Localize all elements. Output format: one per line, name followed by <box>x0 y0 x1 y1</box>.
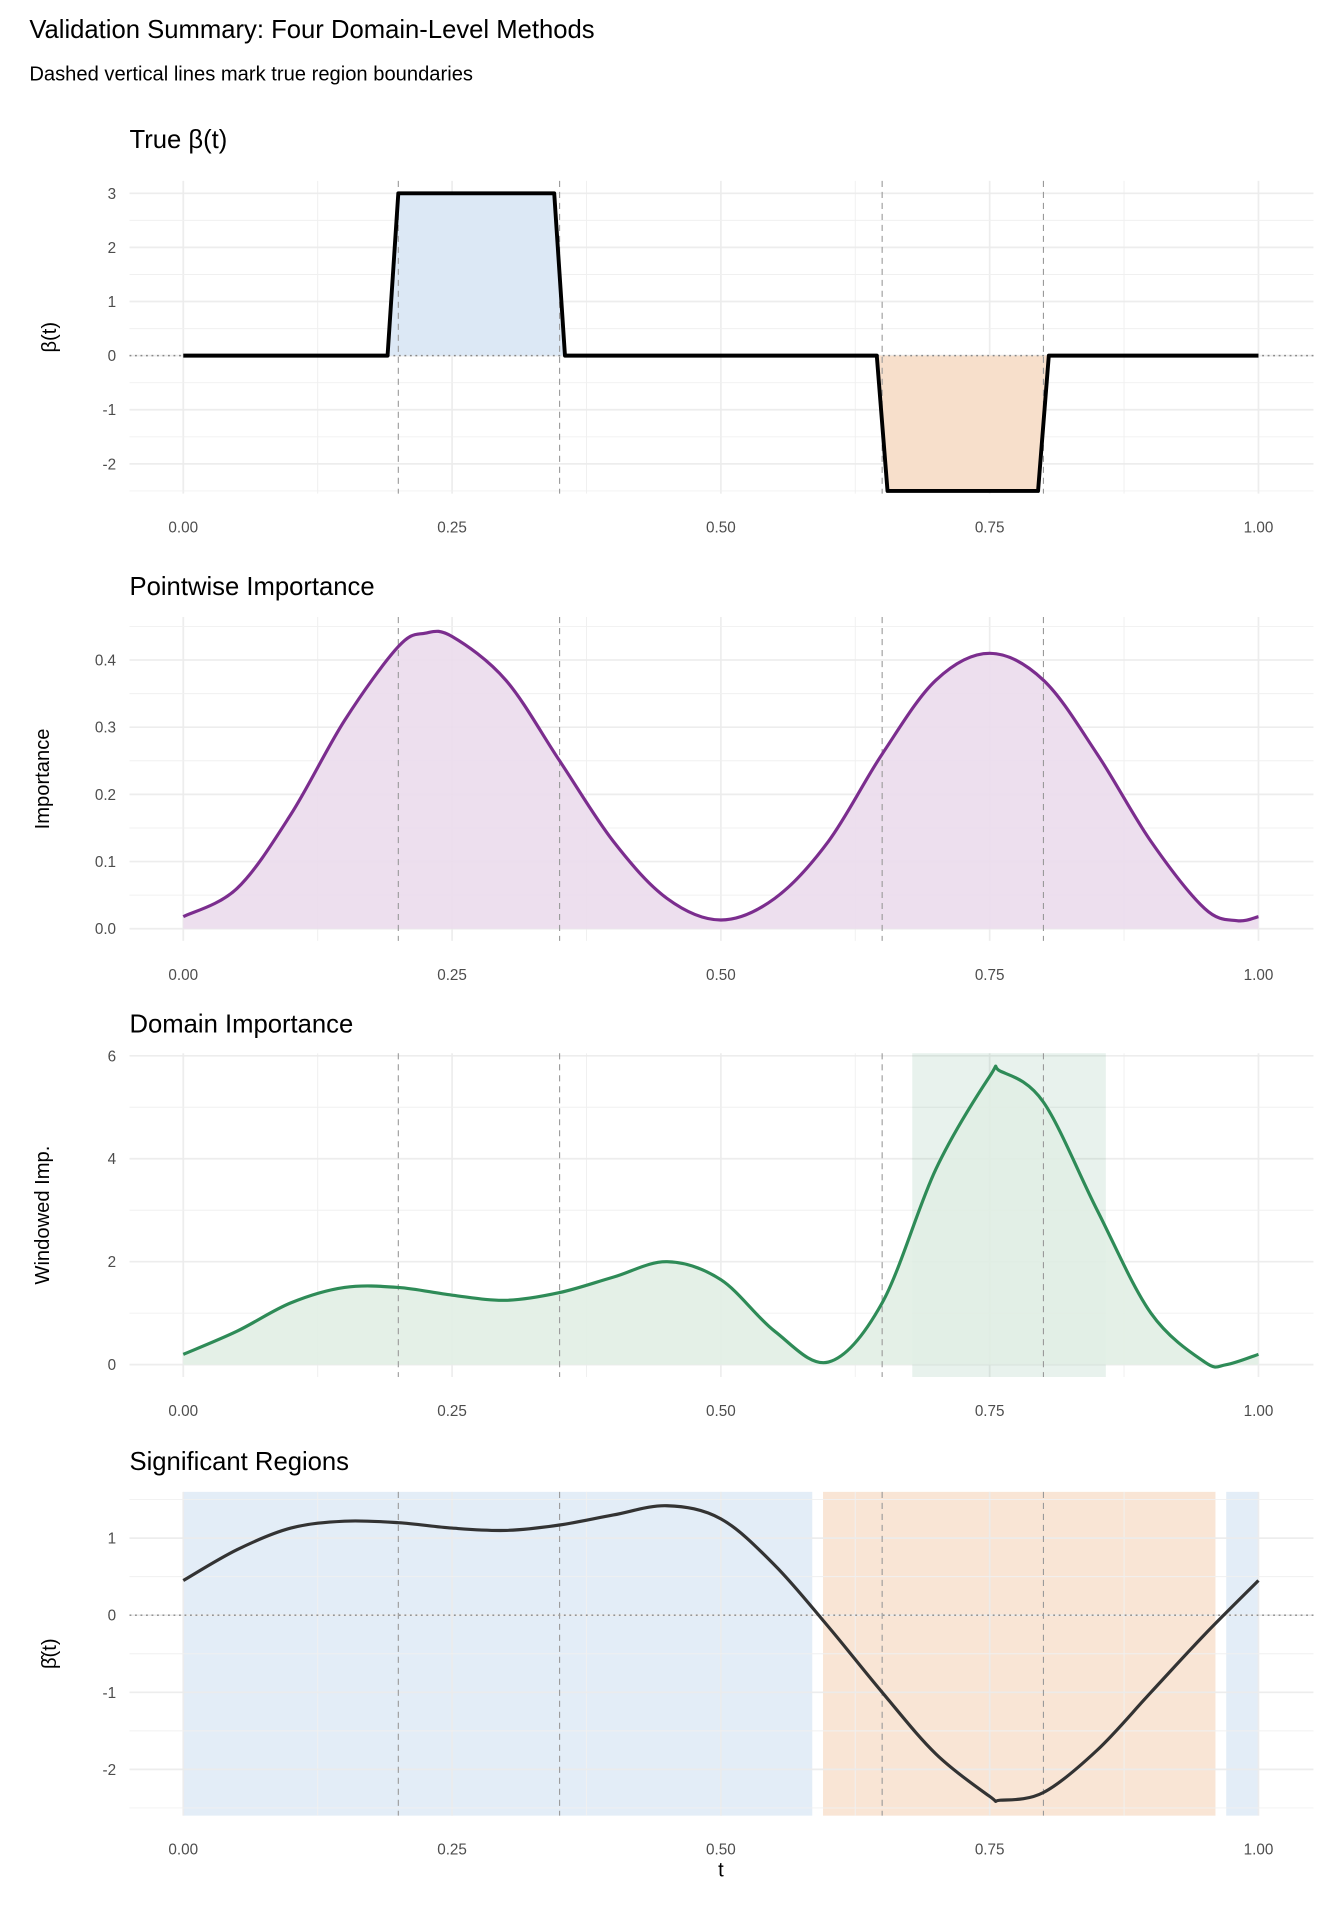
y-tick-label: 0.2 <box>95 787 116 804</box>
y-axis-label: β̂(t) <box>39 1638 61 1669</box>
x-tick-label: 0.50 <box>706 967 736 984</box>
x-tick-label: 0.00 <box>168 1403 198 1420</box>
region-fill <box>876 355 1049 491</box>
area-fill <box>183 631 1259 929</box>
y-tick-label: 0 <box>108 348 117 365</box>
y-tick-label: 0 <box>108 1608 117 1625</box>
panel-title: Pointwise Importance <box>130 573 375 601</box>
x-axis-label: t <box>718 1860 724 1882</box>
series-line <box>182 629 1259 923</box>
x-tick-label: 1.00 <box>1244 1842 1274 1859</box>
area-fill <box>183 1066 1259 1368</box>
series-line <box>182 1504 1260 1804</box>
panel-title: True β(t) <box>130 126 228 154</box>
region-fill <box>387 193 565 356</box>
y-tick-label: 0.0 <box>95 921 116 938</box>
x-tick-label: 0.50 <box>706 520 736 537</box>
y-tick-label: 3 <box>108 186 117 203</box>
panel-title: Domain Importance <box>130 1010 354 1038</box>
panel-3: Domain Importance Windowed Imp. 0.00 0.25 0.… <box>32 1010 1314 1420</box>
x-tick-label: 0.75 <box>975 520 1005 537</box>
figure-subtitle: Dashed vertical lines mark true region b… <box>29 64 473 86</box>
series-line <box>183 191 1259 493</box>
x-tick-label: 0.25 <box>437 967 467 984</box>
y-tick-label: 4 <box>108 1151 117 1168</box>
x-tick-label: 0.00 <box>168 1842 198 1859</box>
y-tick-label: 2 <box>108 1254 117 1271</box>
y-tick-label: 0.3 <box>95 720 116 737</box>
y-tick-label: 6 <box>108 1048 117 1065</box>
panel-4: Significant Regions β̂(t) 0.00 0.25 0.50 0.75… <box>39 1448 1314 1882</box>
panel-title: Significant Regions <box>130 1448 350 1476</box>
x-tick-label: 0.50 <box>706 1842 736 1859</box>
y-tick-label: 0 <box>108 1357 117 1374</box>
x-tick-label: 1.00 <box>1244 1403 1274 1420</box>
y-axis-label: β(t) <box>39 322 61 353</box>
y-tick-label: 0.4 <box>95 653 117 670</box>
x-tick-label: 0.25 <box>437 520 467 537</box>
panel-2: Pointwise Importance Importance 0.00 0.25 0.… <box>32 573 1314 984</box>
y-tick-label: 2 <box>108 240 117 257</box>
x-tick-label: 0.00 <box>168 967 198 984</box>
y-tick-label: -1 <box>102 1685 116 1702</box>
y-tick-label: -1 <box>102 402 116 419</box>
y-tick-label: -2 <box>102 456 116 473</box>
y-axis-label: Importance <box>32 729 54 830</box>
figure-title: Validation Summary: Four Domain-Level Me… <box>29 16 594 44</box>
x-tick-label: 0.25 <box>437 1403 467 1420</box>
series-line <box>182 1064 1259 1369</box>
x-tick-label: 0.50 <box>706 1403 736 1420</box>
y-tick-label: 0.1 <box>95 854 116 871</box>
x-tick-label: 0.25 <box>437 1842 467 1859</box>
panel-1: True β(t) β(t) 0.00 0.25 0.50 0.75 1.00 -2 -1 0 1 2… <box>39 126 1314 537</box>
y-tick-label: 1 <box>108 1531 117 1548</box>
x-tick-label: 0.75 <box>975 1403 1005 1420</box>
x-tick-label: 0.75 <box>975 1842 1005 1859</box>
y-tick-label: 1 <box>108 294 117 311</box>
x-tick-label: 0.00 <box>168 520 198 537</box>
y-axis-label: Windowed Imp. <box>32 1146 54 1285</box>
x-tick-label: 0.75 <box>975 967 1005 984</box>
y-tick-label: -2 <box>102 1762 116 1779</box>
x-tick-label: 1.00 <box>1244 520 1274 537</box>
x-tick-label: 1.00 <box>1244 967 1274 984</box>
